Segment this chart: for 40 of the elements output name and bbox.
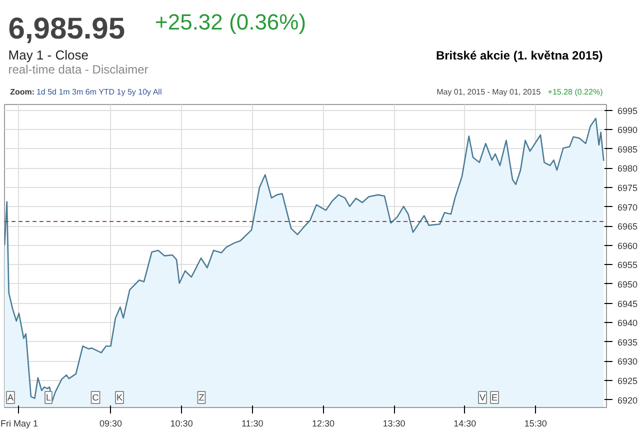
x-tick-label: Fri May 1	[0, 418, 38, 428]
text: real-time data - Disclaimer	[8, 62, 148, 76]
annotation: K	[116, 392, 123, 402]
text: 1d 5d 1m 3m 6m YTD 1y 5y 10y All	[36, 88, 162, 96]
y-tick-label: 6930	[618, 356, 638, 367]
text: Britské akcie (1. května 2015)	[436, 48, 603, 62]
text: May 01, 2015 - May 01, 2015	[436, 88, 542, 96]
text: Zoom:	[10, 88, 35, 96]
x-tick-label: 09:30	[99, 418, 122, 428]
y-tick-label: 6980	[618, 164, 638, 174]
annotation: C	[92, 392, 100, 402]
x-tick-label: 14:30	[454, 418, 476, 428]
annotation: E	[492, 392, 498, 402]
text: +15.28 (0.22%)	[548, 88, 604, 96]
y-tick-label: 6955	[618, 260, 638, 270]
y-tick-label: 6990	[618, 125, 638, 136]
y-tick-label: 6940	[618, 318, 638, 328]
x-tick-label: 13:30	[382, 418, 406, 428]
y-tick-label: 6935	[618, 337, 638, 348]
y-tick-label: 6965	[618, 222, 638, 232]
x-tick-label: 15:30	[524, 418, 547, 428]
x-tick-label: 12:30	[312, 418, 334, 428]
y-tick-label: 6925	[618, 376, 638, 386]
y-tick-label: 6960	[618, 240, 638, 251]
x-tick-label: 11:30	[241, 418, 264, 428]
annotation: L	[46, 392, 52, 402]
annotation: A	[8, 392, 14, 402]
x-tick-label: 10:30	[170, 418, 193, 428]
y-tick-label: 6995	[618, 106, 638, 116]
annotation: Z	[198, 392, 205, 402]
y-tick-label: 6985	[618, 144, 638, 154]
chart-title: 6,985.95	[8, 12, 126, 46]
text: May 1 - Close	[8, 48, 88, 62]
y-tick-label: 6950	[618, 279, 638, 290]
chart-subtitle: +25.32 (0.36%)	[155, 10, 306, 34]
y-tick-label: 6975	[618, 182, 638, 193]
y-tick-label: 6970	[618, 202, 638, 212]
y-tick-label: 6920	[618, 395, 638, 406]
annotation: V	[480, 392, 486, 402]
y-tick-label: 6945	[618, 298, 638, 309]
